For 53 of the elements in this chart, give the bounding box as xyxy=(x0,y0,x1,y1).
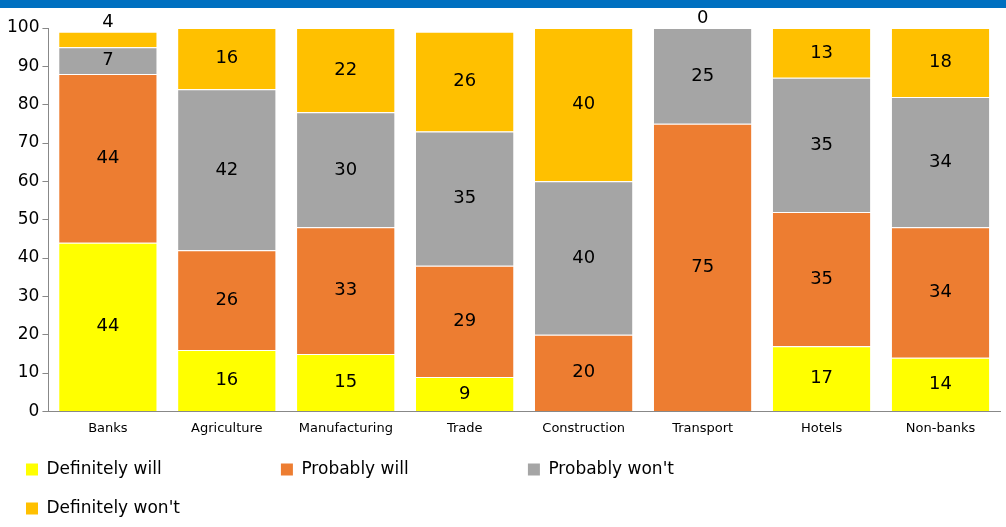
data-label: 75 xyxy=(691,255,715,277)
x-tick-label: Banks xyxy=(88,419,128,435)
data-label: 16 xyxy=(215,46,239,68)
y-tick-label: 80 xyxy=(17,93,40,114)
data-label: 18 xyxy=(929,50,952,72)
y-tick-label: 60 xyxy=(17,169,40,190)
legend-label: Definitely won't xyxy=(46,496,278,517)
data-label: 44 xyxy=(96,314,120,336)
legend-label: Probably will xyxy=(301,457,506,478)
y-tick-label: 70 xyxy=(17,131,40,152)
data-label: 7 xyxy=(102,48,114,70)
x-tick-label: Non-banks xyxy=(905,419,976,435)
x-tick-label: Hotels xyxy=(800,419,843,435)
data-label: 35 xyxy=(810,132,834,154)
data-label: 34 xyxy=(929,149,952,171)
data-label: 35 xyxy=(453,186,477,208)
y-tick-label: 30 xyxy=(17,284,40,305)
data-label: 40 xyxy=(572,92,596,114)
data-label: 4 xyxy=(102,9,114,31)
data-label: 9 xyxy=(459,381,471,403)
data-label: 44 xyxy=(96,146,120,168)
y-tick-label: 50 xyxy=(17,208,40,229)
data-label: 29 xyxy=(453,308,477,330)
data-label: 20 xyxy=(572,360,596,382)
data-label: 42 xyxy=(215,157,239,179)
x-tick-label: Manufacturing xyxy=(298,419,393,435)
y-tick-label: 10 xyxy=(17,361,40,382)
x-tick-label: Construction xyxy=(542,419,626,435)
data-label: 34 xyxy=(929,280,952,302)
x-tick-label: Transport xyxy=(671,419,734,435)
data-label: 14 xyxy=(929,371,952,393)
data-label: 33 xyxy=(334,278,358,300)
data-label: 35 xyxy=(810,266,834,288)
data-label: 17 xyxy=(810,366,834,388)
data-label: 16 xyxy=(215,368,239,390)
data-label: 15 xyxy=(334,370,358,392)
y-tick-label: 90 xyxy=(17,54,40,75)
legend-label: Probably won't xyxy=(548,457,772,478)
legend-label: Definitely will xyxy=(46,457,259,478)
data-label: 30 xyxy=(334,157,358,179)
y-tick-label: 100 xyxy=(6,16,40,37)
y-tick-label: 0 xyxy=(28,399,40,420)
y-tick-label: 20 xyxy=(17,323,40,344)
data-label: 0 xyxy=(696,5,709,27)
data-label: 40 xyxy=(572,245,596,267)
data-label: 26 xyxy=(215,287,239,309)
data-label: 13 xyxy=(810,40,834,62)
x-tick-label: Trade xyxy=(445,419,483,435)
data-label: 22 xyxy=(334,57,358,79)
data-label: 26 xyxy=(453,69,477,91)
data-label: 25 xyxy=(691,63,715,85)
x-tick-label: Agriculture xyxy=(191,419,263,435)
y-tick-label: 40 xyxy=(17,246,40,267)
